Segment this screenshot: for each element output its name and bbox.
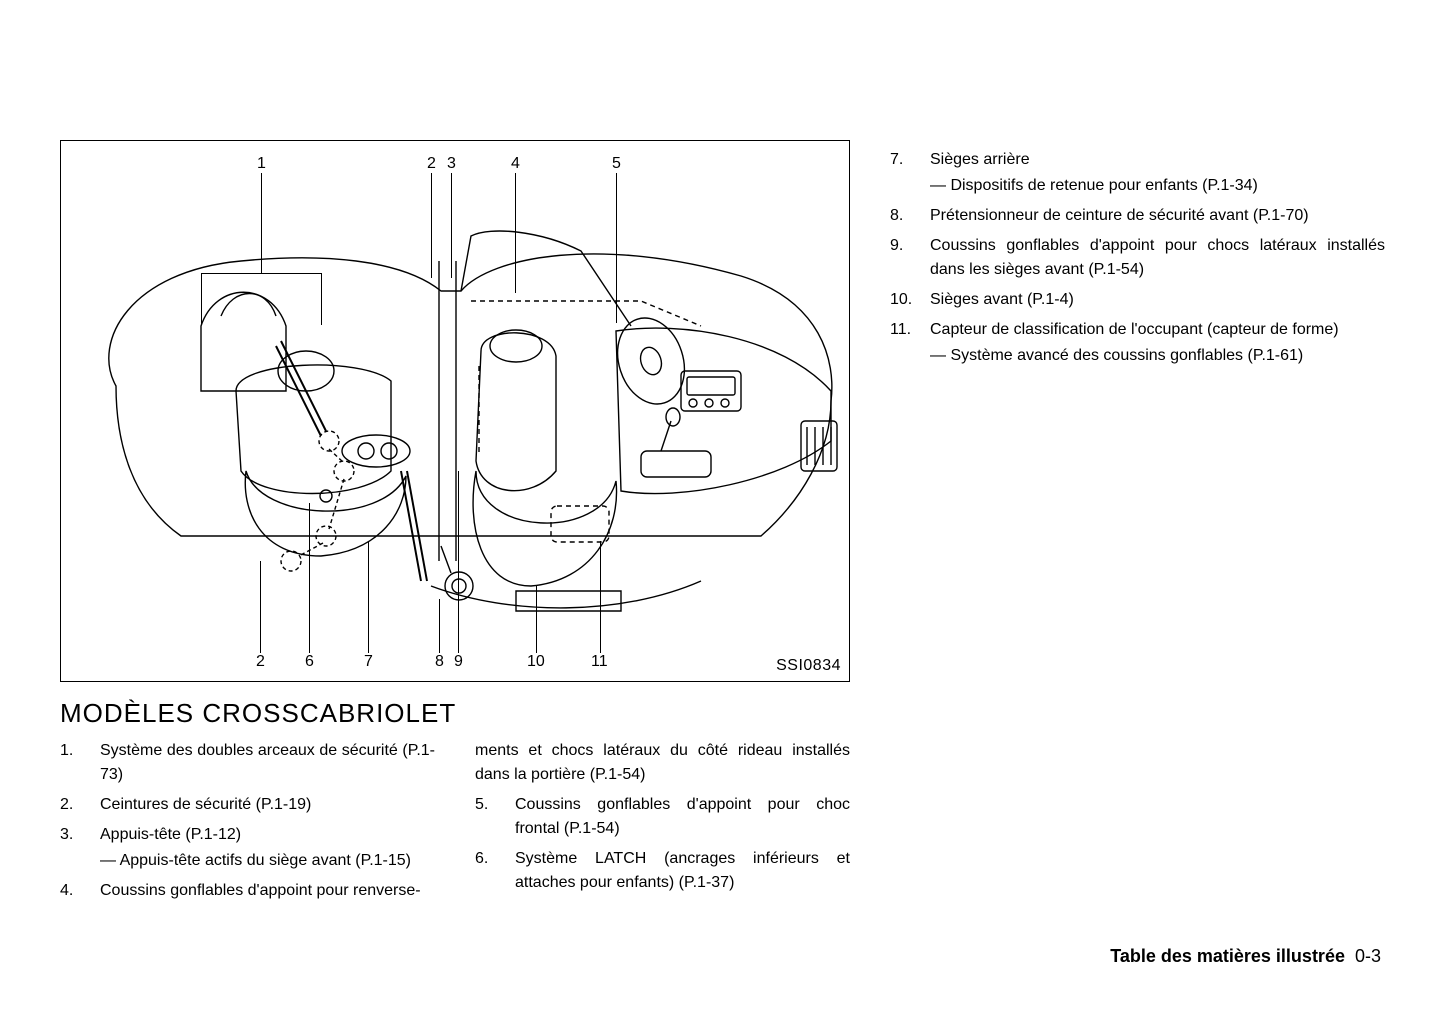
item-sub-text: — Appuis-tête actifs du siège avant (P.1… [100,849,435,873]
item-number: 5. [475,793,515,841]
list-col-2: ments et chocs latéraux du côté rideau i… [475,739,850,909]
item-text: Ceintures de sécurité (P.1-19) [100,793,435,817]
callout-top-4: 4 [511,155,520,173]
item-text: Appuis-tête (P.1-12) — Appuis-tête actif… [100,823,435,873]
item-text: Système des doubles arceaux de sécurité … [100,739,435,787]
leader-line [458,471,459,653]
leader-line [600,541,601,653]
right-column: 7. Sièges arrière — Dispositifs de reten… [890,140,1385,909]
item-text: Sièges arrière — Dispositifs de retenue … [930,148,1385,198]
callout-bottom-7: 7 [364,653,373,671]
item-sub-text: — Dispositifs de retenue pour enfants (P… [930,174,1385,198]
list-col-1: 1. Système des doubles arceaux de sécuri… [60,739,435,909]
car-interior-sketch [61,141,851,683]
callout-top-5: 5 [612,155,621,173]
item-number: 3. [60,823,100,873]
callout-bottom-8: 8 [435,653,444,671]
diagram-box: 1 2 3 4 5 2 6 7 8 9 10 11 [60,140,850,682]
item-number: 2. [60,793,100,817]
item-text: Coussins gonflables d'appoint pour choc … [515,793,850,841]
section-title: MODÈLES CROSSCABRIOLET [60,698,850,729]
leader-line [515,173,516,293]
callout-top-3: 3 [447,155,456,173]
item-text: Système LATCH (ancrages inférieurs et at… [515,847,850,895]
callout-bottom-11: 11 [591,653,608,671]
item-number: 8. [890,204,930,228]
diagram-code: SSI0834 [776,657,841,675]
callout-bottom-10: 10 [527,653,545,671]
item-number: 11. [890,318,930,368]
page-footer: Table des matières illustrée 0-3 [1110,946,1381,967]
list-columns-under-diagram: 1. Système des doubles arceaux de sécuri… [60,739,850,909]
leader-line [261,173,262,273]
item-number: 7. [890,148,930,198]
leader-line [439,599,440,653]
item-text: Capteur de classification de l'occupant … [930,318,1385,368]
leader-line [201,273,321,274]
item-number: 10. [890,288,930,312]
leader-line [368,541,369,653]
item-sub-text: — Système avancé des coussins gonflables… [930,344,1385,368]
item-main-text: Capteur de classification de l'occupant … [930,321,1339,338]
callout-bottom-2: 2 [256,653,265,671]
item-main-text: Sièges arrière [930,151,1030,168]
leader-line [431,173,432,278]
callout-top-1: 1 [257,155,266,173]
item-4-continuation: ments et chocs latéraux du côté rideau i… [475,739,850,787]
item-main-text: Appuis-tête (P.1-12) [100,826,241,843]
left-column: 1 2 3 4 5 2 6 7 8 9 10 11 [60,140,850,909]
leader-line [536,586,537,653]
item-number: 4. [60,879,100,903]
item-text: Prétensionneur de ceinture de sécurité a… [930,204,1385,228]
leader-line [321,273,322,325]
callout-top-2: 2 [427,155,436,173]
list-item: 2. Ceintures de sécurité (P.1-19) [60,793,435,817]
item-text: Sièges avant (P.1-4) [930,288,1385,312]
leader-line [201,273,202,325]
item-number: 9. [890,234,930,282]
item-number: 6. [475,847,515,895]
leader-line [260,561,261,653]
list-item: 11. Capteur de classification de l'occup… [890,318,1385,368]
list-item: 4. Coussins gonflables d'appoint pour re… [60,879,435,903]
item-number: 1. [60,739,100,787]
list-item: 10. Sièges avant (P.1-4) [890,288,1385,312]
list-item: 1. Système des doubles arceaux de sécuri… [60,739,435,787]
list-item: 7. Sièges arrière — Dispositifs de reten… [890,148,1385,198]
list-item: 3. Appuis-tête (P.1-12) — Appuis-tête ac… [60,823,435,873]
list-item: 5. Coussins gonflables d'appoint pour ch… [475,793,850,841]
callout-bottom-6: 6 [305,653,314,671]
list-item: 6. Système LATCH (ancrages inférieurs et… [475,847,850,895]
callout-bottom-9: 9 [454,653,463,671]
list-item: 8. Prétensionneur de ceinture de sécurit… [890,204,1385,228]
item-text: Coussins gonflables d'appoint pour renve… [100,879,435,903]
footer-label: Table des matières illustrée [1110,946,1345,966]
list-item: 9. Coussins gonflables d'appoint pour ch… [890,234,1385,282]
leader-line [616,173,617,323]
leader-line [451,173,452,278]
leader-line [309,503,310,653]
footer-page: 0-3 [1355,946,1381,966]
item-text: Coussins gonflables d'appoint pour chocs… [930,234,1385,282]
